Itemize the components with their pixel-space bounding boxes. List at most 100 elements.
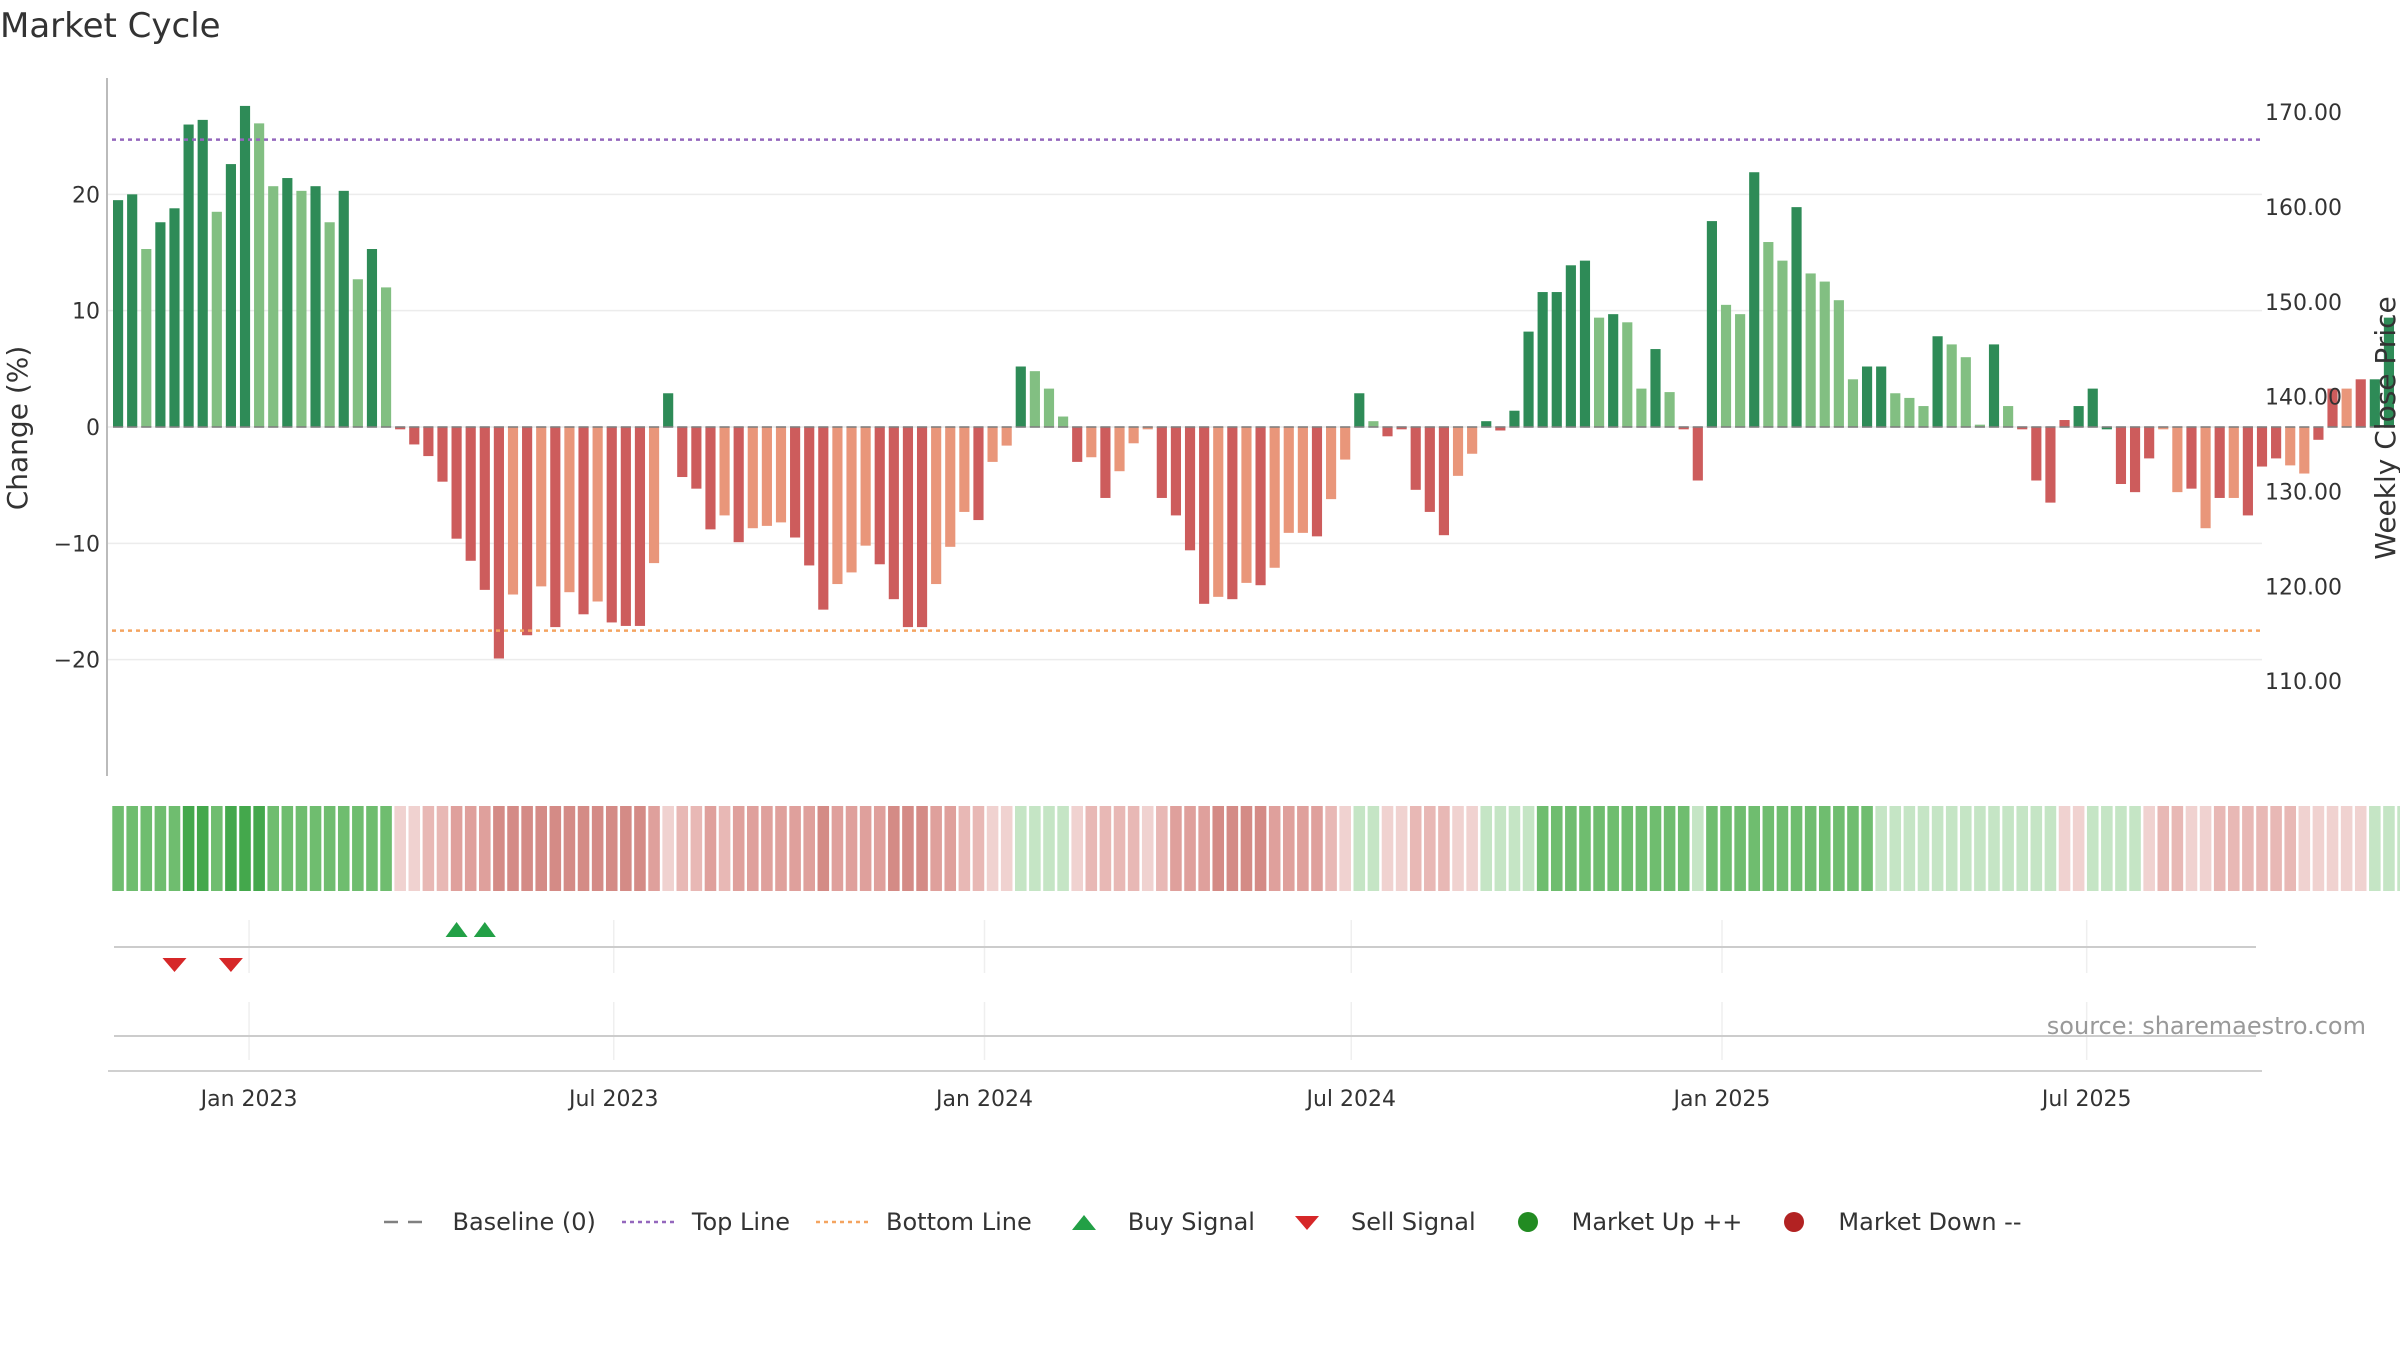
bar xyxy=(1636,388,1647,427)
strip-cell xyxy=(1790,806,1803,891)
bar xyxy=(2003,406,2014,427)
bar xyxy=(2017,427,2028,430)
bar xyxy=(874,427,885,565)
strip-cell xyxy=(958,806,971,891)
strip-cell xyxy=(2213,806,2226,891)
bar xyxy=(1086,427,1097,458)
bar xyxy=(663,393,674,427)
strip-cell xyxy=(450,806,463,891)
bar xyxy=(1495,427,1506,431)
strip-cell xyxy=(1367,806,1380,891)
down-legend-swatch xyxy=(1784,1212,1805,1232)
bar xyxy=(2285,427,2296,466)
strip-cell xyxy=(1565,806,1577,891)
y2-tick-label: 110.00 xyxy=(2265,670,2342,695)
strip-cell xyxy=(634,806,646,891)
bottom-legend-swatch xyxy=(816,1220,869,1224)
strip-cell xyxy=(2072,806,2085,891)
strip-cell xyxy=(1988,806,2000,891)
bar xyxy=(648,427,660,564)
bar xyxy=(719,427,730,516)
bar xyxy=(324,222,335,427)
legend-item-top: Top Line xyxy=(618,1208,790,1236)
strip-cell xyxy=(1226,806,1239,891)
bar xyxy=(522,427,533,636)
y-tick-label: 0 xyxy=(86,416,100,441)
bar xyxy=(860,427,871,546)
strip-cell xyxy=(2228,806,2240,891)
bar xyxy=(2271,427,2282,459)
strip-cell xyxy=(126,806,138,891)
bar xyxy=(888,427,899,600)
bar xyxy=(973,427,984,521)
strip-cell xyxy=(1268,806,1281,891)
y2-tick-label: 150.00 xyxy=(2265,291,2342,316)
bar xyxy=(1918,406,1929,427)
bar xyxy=(1072,427,1083,462)
bar xyxy=(2059,420,2070,427)
bar xyxy=(1988,344,2000,427)
strip-cell xyxy=(1311,806,1323,891)
strip-cell xyxy=(1945,806,1958,891)
strip-cell xyxy=(1579,806,1591,891)
strip-cell xyxy=(1057,806,1069,891)
legend-item-sell: Sell Signal xyxy=(1277,1208,1476,1236)
strip-cell xyxy=(1353,806,1366,891)
bar xyxy=(2087,388,2098,427)
strip-cell xyxy=(1804,806,1817,891)
strip-cell xyxy=(1734,806,1746,891)
bar xyxy=(352,279,363,427)
bar xyxy=(1974,424,1985,427)
strip-cell xyxy=(803,806,815,891)
strip-cell xyxy=(1395,806,1408,891)
strip-cell xyxy=(2312,806,2325,891)
strip-cell xyxy=(1818,806,1831,891)
bar xyxy=(1184,427,1196,551)
bar xyxy=(1720,304,1732,427)
strip-cell xyxy=(2369,806,2381,891)
strip-cell xyxy=(168,806,181,891)
y-tick-label: −10 xyxy=(54,532,100,557)
strip-cell xyxy=(577,806,590,891)
strip-cell xyxy=(2030,806,2043,891)
strip-cell xyxy=(1550,806,1563,891)
bar xyxy=(1763,242,1774,427)
strip-cell xyxy=(2256,806,2268,891)
strip-cell xyxy=(1649,806,1662,891)
strip-cell xyxy=(761,806,773,891)
bar xyxy=(705,427,716,530)
chart-title: Market Cycle xyxy=(0,6,221,46)
bar xyxy=(225,164,236,427)
strip-cell xyxy=(2002,806,2014,891)
strip-cell xyxy=(1889,806,1902,891)
bar xyxy=(310,186,321,427)
strip-cell xyxy=(535,806,548,891)
strip-cell xyxy=(239,806,251,891)
x-tick-label: Jan 2024 xyxy=(934,1087,1033,1112)
bar xyxy=(2045,427,2056,503)
bar xyxy=(1819,281,1830,427)
bar xyxy=(2129,427,2141,493)
bar xyxy=(1340,427,1351,460)
strip-cell xyxy=(676,806,689,891)
bar xyxy=(1438,427,1450,536)
strip-cell xyxy=(817,806,830,891)
bar xyxy=(112,200,124,427)
bar xyxy=(2073,406,2084,427)
strip-cell xyxy=(2340,806,2353,891)
strip-cell xyxy=(704,806,717,891)
strip-cell xyxy=(1127,806,1140,891)
bar xyxy=(1156,427,1167,498)
bar xyxy=(1142,427,1153,430)
bar xyxy=(268,186,279,427)
strip-cell xyxy=(1607,806,1619,891)
strip-cell xyxy=(1903,806,1916,891)
y2-tick-label: 160.00 xyxy=(2265,196,2342,221)
strip-cell xyxy=(1198,806,1210,891)
strip-cell xyxy=(718,806,731,891)
strip-cell xyxy=(1875,806,1887,891)
strip-cell xyxy=(253,806,265,891)
strip-cell xyxy=(549,806,562,891)
bar xyxy=(2172,427,2183,493)
strip-cell xyxy=(972,806,985,891)
